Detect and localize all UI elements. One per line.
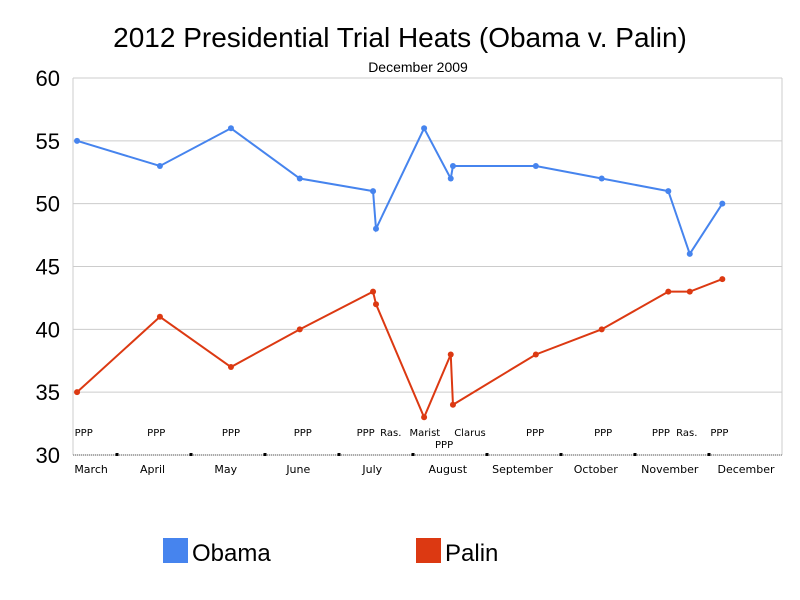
data-point-palin [447, 351, 454, 358]
x-tick-mark [707, 453, 711, 456]
series-group [74, 125, 726, 421]
data-point-palin [370, 288, 377, 295]
poll-label: Marist [409, 428, 440, 439]
poll-label: Ras. [676, 428, 697, 439]
data-point-palin [449, 401, 456, 408]
data-point-obama [296, 175, 303, 182]
data-point-obama [532, 162, 539, 169]
x-tick-label: October [574, 463, 618, 476]
legend-label-obama: Obama [192, 540, 271, 567]
poll-label: PPP [357, 428, 375, 439]
legend-swatch-palin [416, 538, 441, 563]
data-point-obama [227, 125, 234, 132]
x-tick-label: June [285, 463, 310, 476]
data-point-obama [74, 137, 81, 144]
x-tick-mark [337, 453, 341, 456]
y-tick-label: 30 [36, 443, 60, 468]
data-point-obama [156, 162, 163, 169]
gridlines [72, 77, 783, 456]
x-tick-mark [411, 453, 415, 456]
x-tick-label: November [641, 463, 699, 476]
poll-label: PPP [710, 428, 728, 439]
x-tick-mark [485, 453, 489, 456]
x-tick-mark [189, 453, 193, 456]
poll-label: PPP [652, 428, 670, 439]
data-point-palin [227, 364, 234, 371]
x-tick-label: May [214, 463, 237, 476]
data-point-obama [370, 188, 377, 195]
data-point-obama [719, 200, 726, 207]
data-point-palin [421, 414, 428, 421]
data-point-obama [373, 225, 379, 232]
poll-label: PPP [594, 428, 612, 439]
poll-label: Ras. [380, 428, 401, 439]
data-point-palin [296, 326, 303, 333]
data-point-palin [686, 288, 693, 295]
data-point-obama [665, 188, 672, 195]
data-point-obama [686, 250, 693, 257]
data-point-palin [156, 313, 163, 320]
poll-label: PPP [147, 428, 165, 439]
x-tick-mark [263, 453, 267, 456]
y-tick-label: 55 [36, 129, 60, 154]
poll-label: PPP [526, 428, 544, 439]
y-tick-label: 45 [36, 255, 60, 280]
data-point-palin [532, 351, 539, 358]
x-tick-mark [559, 453, 563, 456]
poll-label: PPP [435, 440, 453, 451]
x-tick-label: August [429, 463, 468, 476]
data-point-palin [373, 301, 379, 308]
y-tick-label: 40 [36, 317, 60, 342]
axes: 30 35 40 45 50 55 60 March April May June July Augus… [36, 66, 782, 476]
y-tick-label: 35 [36, 380, 60, 405]
data-point-obama [449, 162, 456, 169]
data-point-palin [665, 288, 672, 295]
y-tick-label: 50 [36, 192, 60, 217]
poll-label: PPP [222, 428, 240, 439]
chart-subtitle: December 2009 [368, 59, 468, 75]
data-point-obama [421, 125, 428, 132]
data-point-palin [719, 276, 726, 283]
y-tick-label: 60 [36, 66, 60, 91]
chart-title: 2012 Presidential Trial Heats (Obama v. … [113, 22, 687, 53]
x-tick-label: March [74, 463, 108, 476]
legend-label-palin: Palin [445, 540, 498, 567]
series-line-obama [76, 126, 724, 257]
data-point-obama [598, 175, 605, 182]
legend: Obama Palin [163, 538, 498, 567]
data-point-palin [598, 326, 605, 333]
x-tick-label: July [361, 463, 382, 476]
series-line-palin [76, 278, 723, 420]
poll-label: Clarus [454, 428, 486, 439]
legend-swatch-obama [163, 538, 188, 563]
data-point-obama [447, 175, 454, 182]
poll-label: PPP [294, 428, 312, 439]
x-tick-label: September [492, 463, 553, 476]
x-tick-label: April [140, 463, 165, 476]
x-tick-label: December [717, 463, 775, 476]
x-tick-mark [115, 453, 119, 456]
x-tick-mark [633, 453, 637, 456]
data-point-palin [74, 389, 81, 396]
poll-label: PPP [75, 428, 93, 439]
